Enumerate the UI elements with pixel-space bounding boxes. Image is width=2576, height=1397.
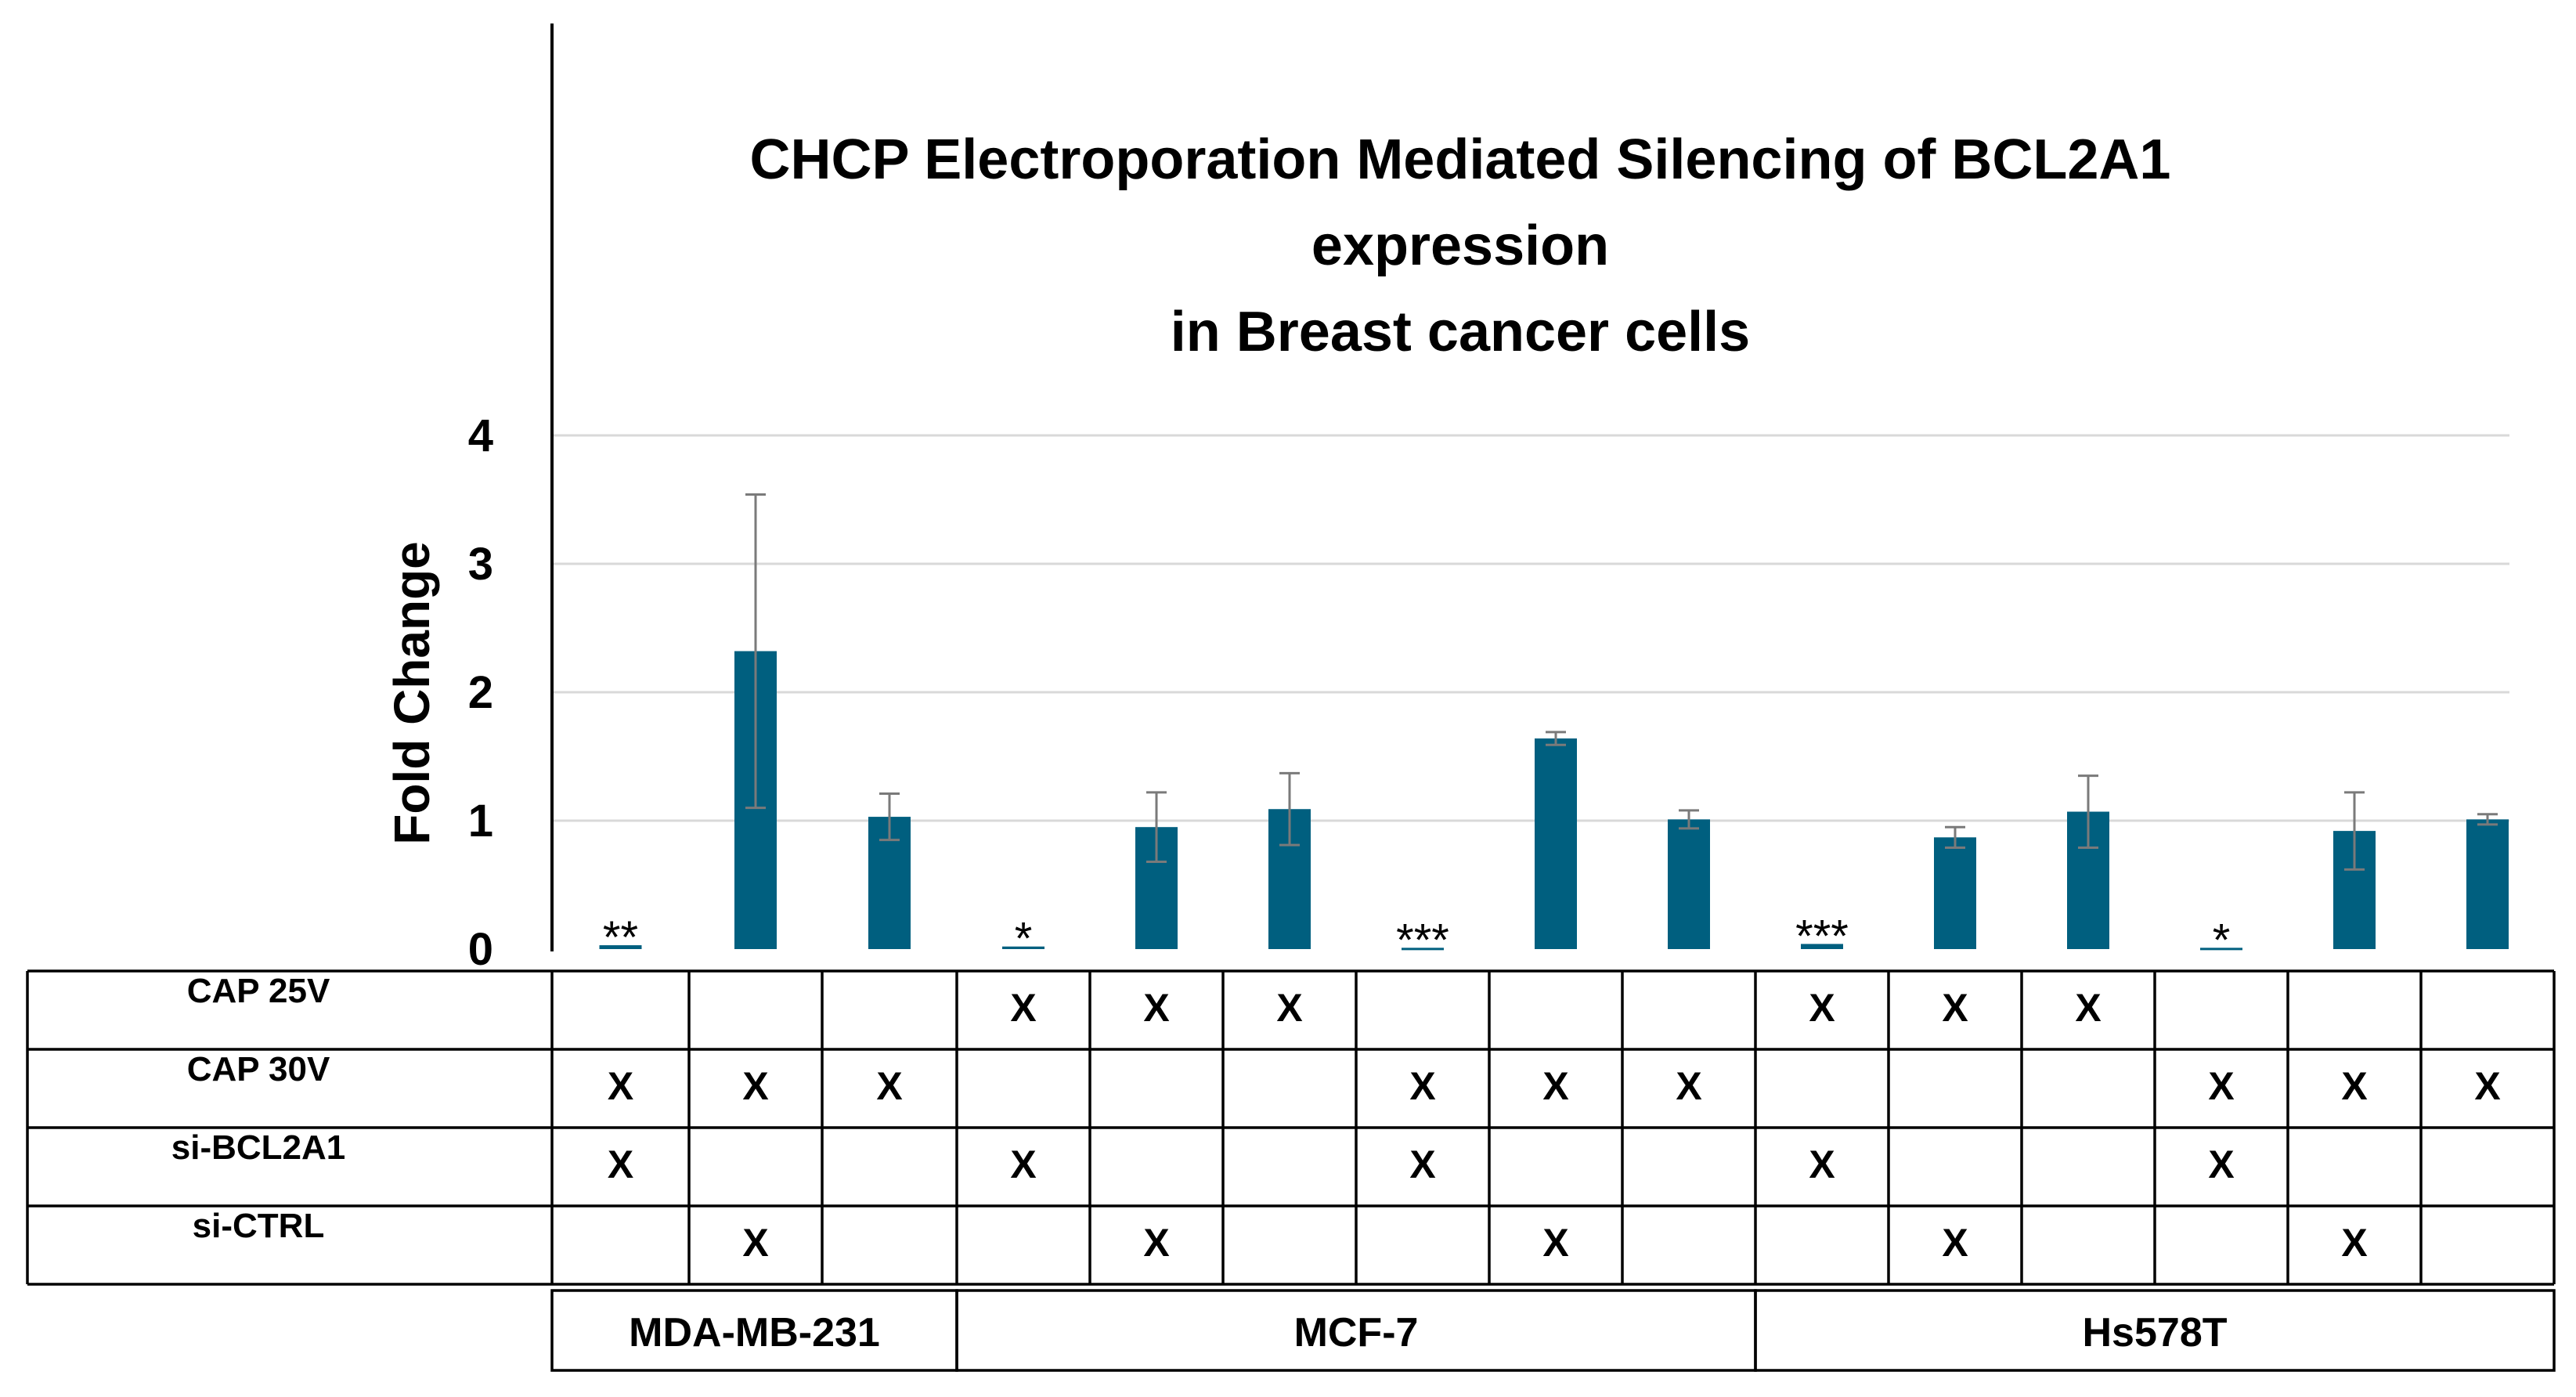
condition-mark: X — [1010, 1143, 1036, 1186]
condition-mark: X — [1010, 986, 1036, 1030]
condition-mark: X — [1542, 1221, 1568, 1265]
bar — [2200, 948, 2242, 951]
y-tick-label: 1 — [468, 796, 493, 847]
bar — [2466, 819, 2509, 949]
condition-mark: X — [608, 1064, 633, 1108]
condition-mark: X — [2341, 1221, 2367, 1265]
significance-label: * — [1015, 914, 1033, 965]
condition-mark: X — [742, 1064, 768, 1108]
condition-mark: X — [1143, 1221, 1169, 1265]
condition-mark: X — [2208, 1143, 2234, 1186]
condition-mark: X — [1542, 1064, 1568, 1108]
bar — [599, 945, 642, 949]
condition-mark: X — [608, 1143, 633, 1186]
condition-mark: X — [1809, 1143, 1835, 1186]
significance-label: ** — [603, 912, 638, 963]
condition-mark: X — [2341, 1064, 2367, 1108]
condition-mark: X — [2474, 1064, 2500, 1108]
significance-label: *** — [1396, 915, 1449, 966]
bar — [1934, 837, 1976, 949]
bar — [1402, 948, 1444, 951]
table-row-label: si-BCL2A1 — [171, 1128, 346, 1167]
y-tick-label: 2 — [468, 667, 493, 718]
bar — [1668, 819, 1710, 949]
condition-mark: X — [1143, 986, 1169, 1030]
y-tick-label: 3 — [468, 539, 493, 590]
bar — [1535, 738, 1577, 949]
y-tick-label: 4 — [468, 410, 493, 461]
y-tick-labels: 0 1 2 3 4 — [468, 410, 493, 975]
cell-line-label: MCF-7 — [1294, 1310, 1419, 1355]
chart-title-line-1: CHCP Electroporation Mediated Silencing … — [750, 128, 2171, 191]
condition-mark: X — [1409, 1064, 1435, 1108]
table-row-label: CAP 30V — [187, 1050, 330, 1088]
cell-line-box — [1754, 1289, 2556, 1372]
condition-mark: X — [876, 1064, 902, 1108]
y-tick-label: 0 — [468, 924, 493, 975]
condition-mark: X — [1276, 986, 1302, 1030]
significance-label: * — [2213, 915, 2231, 966]
condition-mark: X — [742, 1221, 768, 1265]
y-axis-label: Fold Change — [384, 541, 440, 845]
cell-line-label: Hs578T — [2083, 1310, 2228, 1355]
gridlines — [552, 434, 2509, 822]
condition-mark: X — [1809, 986, 1835, 1030]
condition-mark: X — [1942, 986, 1968, 1030]
significance-label: *** — [1795, 911, 1849, 962]
condition-mark: X — [1409, 1143, 1435, 1186]
condition-mark: X — [1676, 1064, 1701, 1108]
condition-mark: X — [2208, 1064, 2234, 1108]
chart-title-line-2: expression — [1311, 215, 1609, 277]
table-row-label: CAP 25V — [187, 972, 330, 1010]
bar-series: ** * *** *** * — [599, 493, 2509, 966]
chart-title-line-3: in Breast cancer cells — [1171, 301, 1750, 363]
table-row-label: si-CTRL — [193, 1207, 325, 1245]
condition-mark: X — [1942, 1221, 1968, 1265]
bar — [1002, 946, 1044, 949]
condition-mark: X — [2075, 986, 2101, 1030]
cell-line-label: MDA-MB-231 — [629, 1310, 880, 1355]
bar — [1801, 944, 1843, 949]
